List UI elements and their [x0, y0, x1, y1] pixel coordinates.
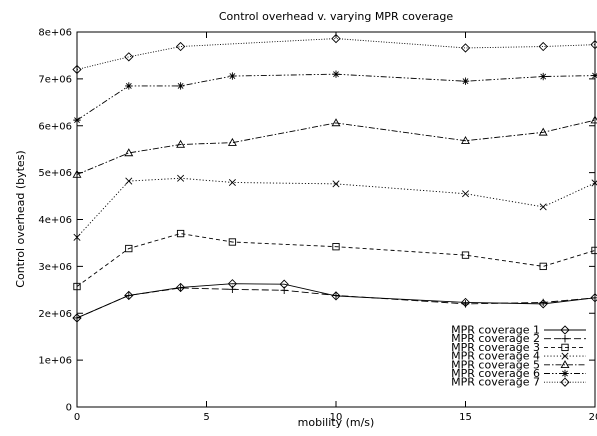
data-point — [590, 40, 597, 50]
x-axis-title: mobility (m/s) — [298, 416, 375, 429]
series-2 — [73, 284, 597, 322]
series-3 — [73, 229, 597, 291]
data-point — [125, 291, 133, 300]
data-point — [73, 314, 81, 322]
data-point — [560, 325, 570, 335]
x-tick-label: 10 — [330, 412, 343, 423]
data-point — [560, 360, 570, 369]
series-layer — [72, 33, 597, 323]
data-point — [591, 294, 597, 302]
data-point — [175, 41, 186, 52]
x-tick-label: 0 — [74, 412, 80, 423]
data-point — [280, 286, 288, 294]
y-tick-label: 3e+06 — [38, 262, 72, 273]
data-point — [461, 300, 470, 308]
y-tick-label: 0 — [66, 403, 72, 414]
data-point — [461, 190, 470, 198]
series-line — [76, 73, 596, 121]
data-point — [125, 177, 133, 185]
data-point — [73, 282, 81, 291]
data-point — [331, 33, 341, 44]
data-point — [461, 251, 470, 259]
axis-ticks: 0 1e+06 2e+06 3e+06 4e+06 5e+06 6e+06 7e+06 8e+0… — [38, 28, 597, 424]
series-5 — [72, 115, 597, 178]
data-point — [176, 284, 185, 292]
series-1 — [72, 279, 597, 323]
series-4 — [73, 174, 597, 241]
data-point — [590, 293, 597, 303]
data-point — [228, 178, 236, 186]
data-point — [538, 127, 548, 136]
data-point — [331, 118, 341, 127]
legend-label: MPR coverage 6 — [451, 367, 540, 380]
data-point — [176, 229, 185, 238]
data-point — [539, 203, 547, 211]
data-point — [332, 180, 340, 188]
data-point — [125, 82, 133, 90]
data-point — [228, 238, 237, 246]
data-point — [177, 174, 185, 182]
data-point — [538, 41, 548, 52]
data-point — [228, 72, 237, 80]
legend-label: MPR coverage 4 — [451, 350, 540, 363]
legend-label: MPR coverage 7 — [451, 376, 540, 389]
data-point — [561, 335, 569, 343]
data-point — [561, 352, 569, 360]
data-point — [591, 246, 597, 255]
data-point — [461, 77, 470, 85]
data-point — [73, 116, 81, 124]
data-point — [124, 290, 134, 301]
data-point — [539, 72, 547, 81]
y-tick-label: 6e+06 — [38, 121, 72, 132]
data-point — [124, 148, 134, 157]
data-point — [72, 169, 82, 178]
legend-label: MPR coverage 2 — [451, 332, 540, 345]
data-point — [176, 82, 185, 90]
data-point — [227, 137, 237, 146]
x-tick-label: 15 — [459, 412, 472, 423]
data-point — [332, 243, 340, 251]
data-point — [124, 52, 134, 62]
y-tick-label: 1e+06 — [38, 356, 72, 367]
series-line — [76, 38, 596, 70]
data-point — [591, 179, 597, 187]
data-point — [332, 70, 340, 78]
y-tick-label: 2e+06 — [38, 309, 72, 320]
y-tick-label: 5e+06 — [38, 168, 72, 179]
y-tick-label: 4e+06 — [38, 215, 72, 226]
chart-title: Control overhead v. varying MPR coverage — [219, 10, 454, 23]
data-point — [460, 43, 471, 53]
data-point — [228, 285, 237, 294]
data-point — [539, 262, 547, 271]
data-point — [72, 64, 82, 75]
data-point — [561, 343, 569, 352]
data-point — [331, 291, 341, 301]
legend-label: MPR coverage 1 — [451, 324, 540, 337]
x-tick-label: 20 — [589, 412, 597, 423]
y-tick-label: 8e+06 — [38, 28, 72, 39]
series-7 — [72, 33, 597, 75]
y-tick-label: 7e+06 — [38, 74, 72, 85]
data-point — [591, 71, 597, 80]
data-point — [561, 369, 569, 378]
series-line — [76, 119, 596, 175]
legend-label: MPR coverage 3 — [451, 341, 540, 354]
legend-label: MPR coverage 5 — [451, 358, 540, 371]
data-point — [176, 139, 186, 148]
data-point — [332, 291, 340, 300]
data-point — [560, 377, 570, 387]
x-tick-label: 5 — [203, 412, 209, 423]
data-point — [73, 233, 81, 241]
series-line — [76, 177, 596, 238]
series-line — [76, 283, 596, 319]
data-point — [461, 136, 470, 145]
y-axis-title: Control overhead (bytes) — [14, 150, 27, 287]
data-point — [125, 244, 133, 253]
series-6 — [73, 70, 597, 124]
series-line — [76, 233, 596, 287]
data-point — [539, 298, 547, 307]
data-point — [590, 115, 597, 124]
